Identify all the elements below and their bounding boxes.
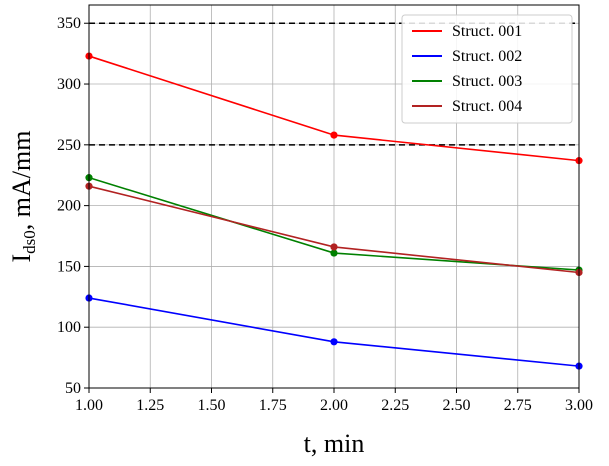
- y-axis-title-main: I: [7, 254, 36, 263]
- legend-item: Struct. 004: [412, 98, 522, 115]
- legend-label: Struct. 002: [452, 48, 522, 65]
- data-point: [330, 249, 338, 257]
- y-axis-ticks: 50 100 150 200 250 300 350: [57, 15, 89, 397]
- x-tick-label: 2.75: [504, 397, 532, 414]
- legend-item: Struct. 003: [412, 73, 522, 90]
- x-tick-label: 2.25: [381, 397, 409, 414]
- y-tick-label: 100: [57, 319, 81, 336]
- reference-lines: [89, 22, 579, 146]
- x-tick-label: 1.00: [75, 397, 103, 414]
- legend-label: Struct. 001: [452, 23, 522, 40]
- x-tick-label: 1.50: [198, 397, 226, 414]
- y-tick-label: 50: [65, 380, 81, 397]
- y-axis-title: Ids0, mA/mm: [7, 131, 39, 263]
- legend-item: Struct. 002: [412, 48, 522, 65]
- legend-box: [401, 14, 573, 124]
- y-axis-title-unit: , mA/mm: [7, 131, 36, 231]
- data-point: [330, 243, 338, 251]
- y-tick-label: 150: [57, 258, 81, 275]
- legend: Struct. 001 Struct. 002 Struct. 003 Struct.…: [401, 14, 573, 124]
- legend-label: Struct. 003: [452, 73, 522, 90]
- data-point: [330, 131, 338, 139]
- y-axis-title-sub: ds0: [20, 230, 39, 254]
- y-tick-label: 350: [57, 15, 81, 32]
- x-tick-label: 1.25: [136, 397, 164, 414]
- y-tick-label: 250: [57, 137, 81, 154]
- x-tick-label: 2.00: [320, 397, 348, 414]
- series-layer: [85, 52, 583, 370]
- x-tick-label: 3.00: [565, 397, 593, 414]
- y-tick-label: 300: [57, 76, 81, 93]
- x-tick-label: 1.75: [259, 397, 287, 414]
- data-point: [330, 338, 338, 346]
- legend-label: Struct. 004: [452, 98, 522, 115]
- x-axis-title: t, min: [304, 429, 365, 458]
- y-tick-label: 200: [57, 198, 81, 215]
- legend-item: Struct. 001: [412, 23, 522, 40]
- x-tick-label: 2.50: [443, 397, 471, 414]
- x-axis-ticks: 1.00 1.25 1.50 1.75 2.00 2.25 2.50 2.75 3.00: [75, 388, 593, 414]
